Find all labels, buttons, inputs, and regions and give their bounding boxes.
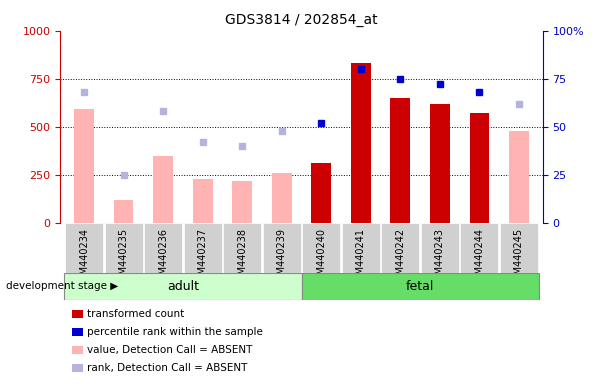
- Bar: [272, 173, 292, 223]
- Text: adult: adult: [167, 280, 199, 293]
- Text: GSM440242: GSM440242: [396, 228, 405, 287]
- Title: GDS3814 / 202854_at: GDS3814 / 202854_at: [225, 13, 378, 27]
- FancyBboxPatch shape: [144, 223, 182, 273]
- FancyBboxPatch shape: [461, 223, 499, 273]
- FancyBboxPatch shape: [104, 223, 142, 273]
- Text: GSM440239: GSM440239: [277, 228, 287, 287]
- Bar: [430, 104, 450, 223]
- FancyBboxPatch shape: [381, 223, 419, 273]
- Text: GSM440240: GSM440240: [316, 228, 326, 287]
- Text: value, Detection Call = ABSENT: value, Detection Call = ABSENT: [87, 345, 253, 355]
- FancyBboxPatch shape: [65, 273, 302, 300]
- Text: GSM440236: GSM440236: [158, 228, 168, 287]
- Bar: [391, 98, 410, 223]
- Text: GSM440235: GSM440235: [119, 228, 128, 287]
- Text: GSM440245: GSM440245: [514, 228, 524, 287]
- Text: fetal: fetal: [406, 280, 434, 293]
- FancyBboxPatch shape: [302, 273, 538, 300]
- FancyBboxPatch shape: [65, 223, 103, 273]
- FancyBboxPatch shape: [263, 223, 301, 273]
- FancyBboxPatch shape: [342, 223, 380, 273]
- Text: percentile rank within the sample: percentile rank within the sample: [87, 327, 264, 337]
- Text: transformed count: transformed count: [87, 309, 185, 319]
- FancyBboxPatch shape: [184, 223, 222, 273]
- FancyBboxPatch shape: [223, 223, 261, 273]
- Text: GSM440237: GSM440237: [198, 228, 207, 287]
- Bar: [114, 200, 133, 223]
- Bar: [470, 113, 489, 223]
- Bar: [74, 109, 94, 223]
- Text: development stage ▶: development stage ▶: [6, 281, 118, 291]
- Bar: [193, 179, 212, 223]
- FancyBboxPatch shape: [500, 223, 538, 273]
- Bar: [232, 182, 252, 223]
- FancyBboxPatch shape: [421, 223, 459, 273]
- Text: GSM440238: GSM440238: [237, 228, 247, 287]
- Text: GSM440244: GSM440244: [475, 228, 484, 287]
- Bar: [351, 63, 371, 223]
- Text: rank, Detection Call = ABSENT: rank, Detection Call = ABSENT: [87, 363, 248, 373]
- Text: GSM440234: GSM440234: [79, 228, 89, 287]
- Bar: [153, 156, 173, 223]
- Bar: [509, 131, 529, 223]
- FancyBboxPatch shape: [302, 223, 340, 273]
- Text: GSM440241: GSM440241: [356, 228, 366, 287]
- Text: GSM440243: GSM440243: [435, 228, 445, 287]
- Bar: [311, 163, 331, 223]
